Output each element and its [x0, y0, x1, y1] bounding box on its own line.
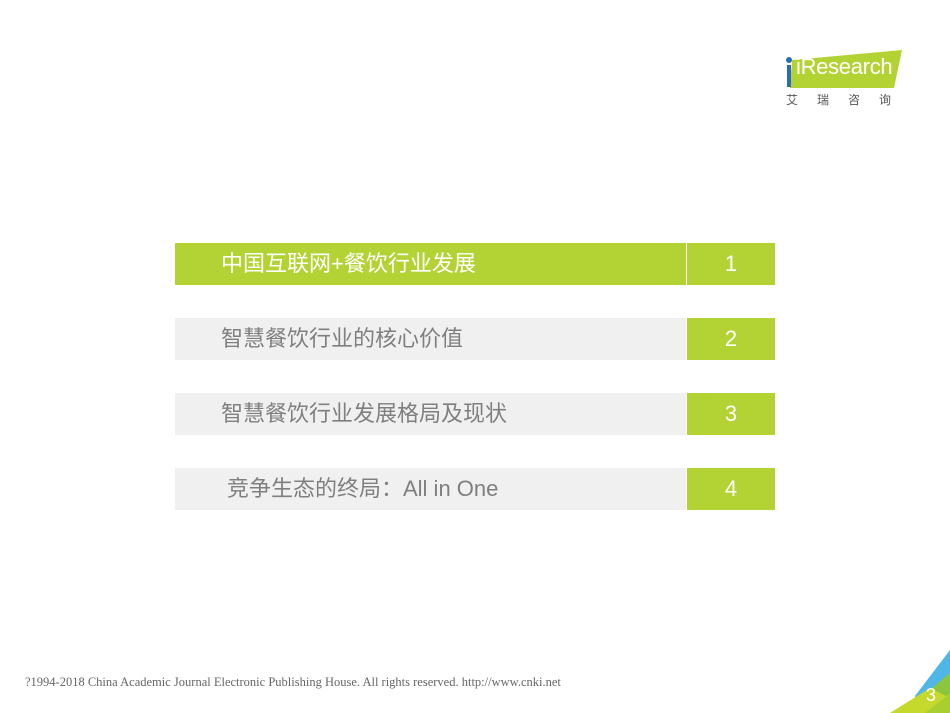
agenda-item-number: 1: [687, 243, 775, 285]
iresearch-logo: iResearch 艾瑞咨询: [782, 46, 907, 112]
copyright-footer: ?1994-2018 China Academic Journal Electr…: [25, 675, 561, 689]
agenda-item-number: 3: [687, 393, 775, 435]
agenda-item-label: 竞争生态的终局：All in One: [175, 468, 686, 510]
agenda-item-label: 中国互联网+餐饮行业发展: [175, 243, 686, 285]
agenda-item-label: 智慧餐饮行业发展格局及现状: [175, 393, 686, 435]
agenda-item-label: 智慧餐饮行业的核心价值: [175, 318, 686, 360]
agenda-item-4: 竞争生态的终局：All in One 4: [175, 468, 775, 510]
logo-shape: [786, 50, 902, 88]
agenda-item-number: 4: [687, 468, 775, 510]
agenda-item-1: 中国互联网+餐饮行业发展 1: [175, 243, 775, 285]
corner-decoration: [890, 650, 950, 713]
agenda-item-2: 智慧餐饮行业的核心价值 2: [175, 318, 775, 360]
page-number: 3: [926, 685, 937, 705]
agenda-item-number: 2: [687, 318, 775, 360]
logo-text: iResearch: [796, 54, 893, 79]
logo-cn-text: 艾瑞咨询: [786, 93, 911, 107]
agenda-item-3: 智慧餐饮行业发展格局及现状 3: [175, 393, 775, 435]
